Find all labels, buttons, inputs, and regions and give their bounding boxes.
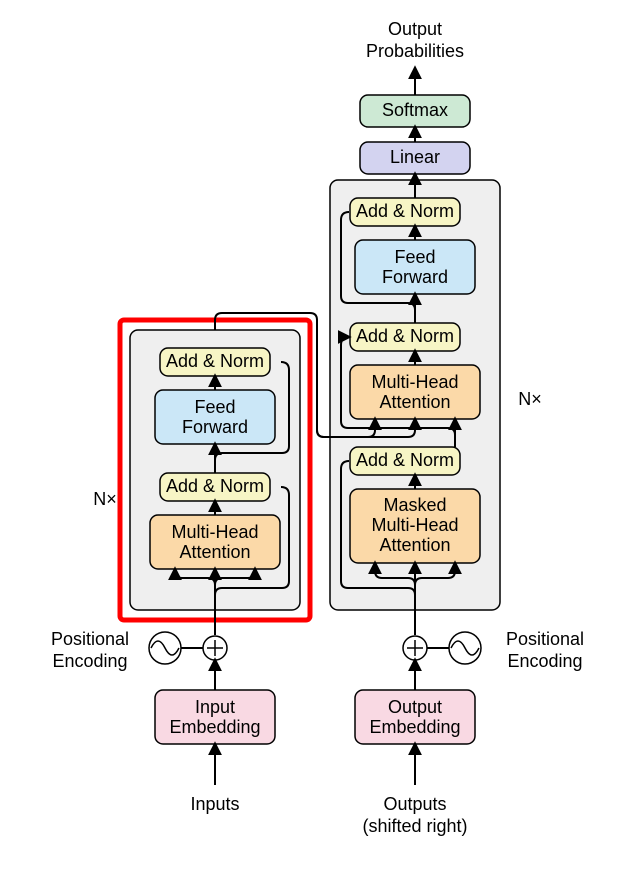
outputs-label-2: (shifted right): [362, 816, 467, 836]
output-probabilities-1: Output: [388, 19, 442, 39]
svg-text:Attention: Attention: [179, 542, 250, 562]
inputs-label: Inputs: [190, 794, 239, 814]
transformer-diagram: Output Probabilities Softmax Linear Add …: [0, 0, 640, 884]
outputs-label-1: Outputs: [383, 794, 446, 814]
pe-left-1: Positional: [51, 629, 129, 649]
svg-text:Add & Norm: Add & Norm: [356, 450, 454, 470]
svg-text:Embedding: Embedding: [369, 717, 460, 737]
svg-text:Embedding: Embedding: [169, 717, 260, 737]
svg-text:Add & Norm: Add & Norm: [166, 351, 264, 371]
svg-text:Feed: Feed: [394, 247, 435, 267]
nx-decoder: N×: [518, 389, 542, 409]
svg-text:Multi-Head: Multi-Head: [371, 515, 458, 535]
svg-text:Input: Input: [195, 697, 235, 717]
svg-text:Forward: Forward: [182, 417, 248, 437]
output-probabilities-2: Probabilities: [366, 41, 464, 61]
linear-label: Linear: [390, 147, 440, 167]
svg-text:Attention: Attention: [379, 392, 450, 412]
pe-right-2: Encoding: [507, 651, 582, 671]
svg-text:Multi-Head: Multi-Head: [171, 522, 258, 542]
svg-text:Add & Norm: Add & Norm: [166, 476, 264, 496]
nx-encoder: N×: [93, 489, 117, 509]
softmax-label: Softmax: [382, 100, 448, 120]
svg-text:Feed: Feed: [194, 397, 235, 417]
pe-left-2: Encoding: [52, 651, 127, 671]
svg-text:Forward: Forward: [382, 267, 448, 287]
svg-text:Attention: Attention: [379, 535, 450, 555]
pe-right-1: Positional: [506, 629, 584, 649]
svg-text:Multi-Head: Multi-Head: [371, 372, 458, 392]
svg-text:Masked: Masked: [383, 495, 446, 515]
svg-text:Add & Norm: Add & Norm: [356, 326, 454, 346]
svg-text:Add & Norm: Add & Norm: [356, 201, 454, 221]
svg-text:Output: Output: [388, 697, 442, 717]
